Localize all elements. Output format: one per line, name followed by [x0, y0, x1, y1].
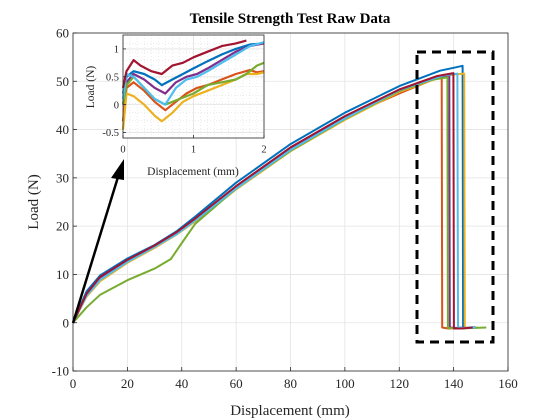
y-tick-label: 50	[56, 74, 69, 89]
y-tick-label: 0.5	[106, 72, 119, 83]
y-tick-label: 30	[56, 170, 69, 185]
zoom-arrow-head	[111, 159, 124, 180]
main-series-group	[72, 64, 487, 330]
series-line-1	[121, 42, 265, 94]
chart-title: Tensile Strength Test Raw Data	[190, 11, 391, 27]
series-line-2	[121, 68, 265, 122]
x-tick-label: 160	[498, 376, 518, 391]
x-tick-label: 60	[230, 376, 243, 391]
y-tick-label: 20	[56, 219, 69, 234]
y-tick-label: 10	[56, 267, 69, 282]
x-tick-label: 80	[284, 376, 297, 391]
y-tick-label: 60	[56, 26, 69, 41]
y-tick-label: 40	[56, 122, 69, 137]
y-tick-label: -10	[52, 364, 69, 379]
y-tick-label: 1	[114, 45, 119, 56]
x-tick-label: 100	[335, 376, 355, 391]
x-tick-label: 0	[120, 145, 125, 156]
series-line-7	[121, 39, 247, 89]
inset-y-axis-label: Load (N)	[85, 66, 97, 109]
x-tick-label: 40	[175, 376, 188, 391]
series-line-4	[121, 42, 265, 105]
x-tick-label: 120	[390, 376, 410, 391]
series-line-6	[72, 72, 476, 329]
x-axis-label: Displacement (mm)	[230, 403, 350, 419]
zoom-arrow-line	[71, 176, 120, 324]
inset-x-axis-label: Displacement (mm)	[147, 166, 239, 178]
inset-ticks: 0 1 2-0.500.51	[102, 45, 266, 156]
y-tick-label: -0.5	[102, 128, 119, 139]
inset-series-group	[121, 39, 265, 130]
x-tick-label: 20	[121, 376, 134, 391]
series-line-6	[121, 41, 265, 106]
x-tick-label: 2	[261, 145, 266, 156]
series-line-7	[72, 72, 473, 330]
y-axis-label: Load (N)	[26, 174, 42, 229]
x-tick-label: 1	[191, 145, 196, 156]
y-tick-label: 0	[63, 315, 70, 330]
failure-region-highlight	[415, 50, 495, 344]
x-tick-label: 140	[444, 376, 464, 391]
x-tick-label: 0	[70, 376, 77, 391]
y-tick-label: 0	[114, 100, 119, 111]
